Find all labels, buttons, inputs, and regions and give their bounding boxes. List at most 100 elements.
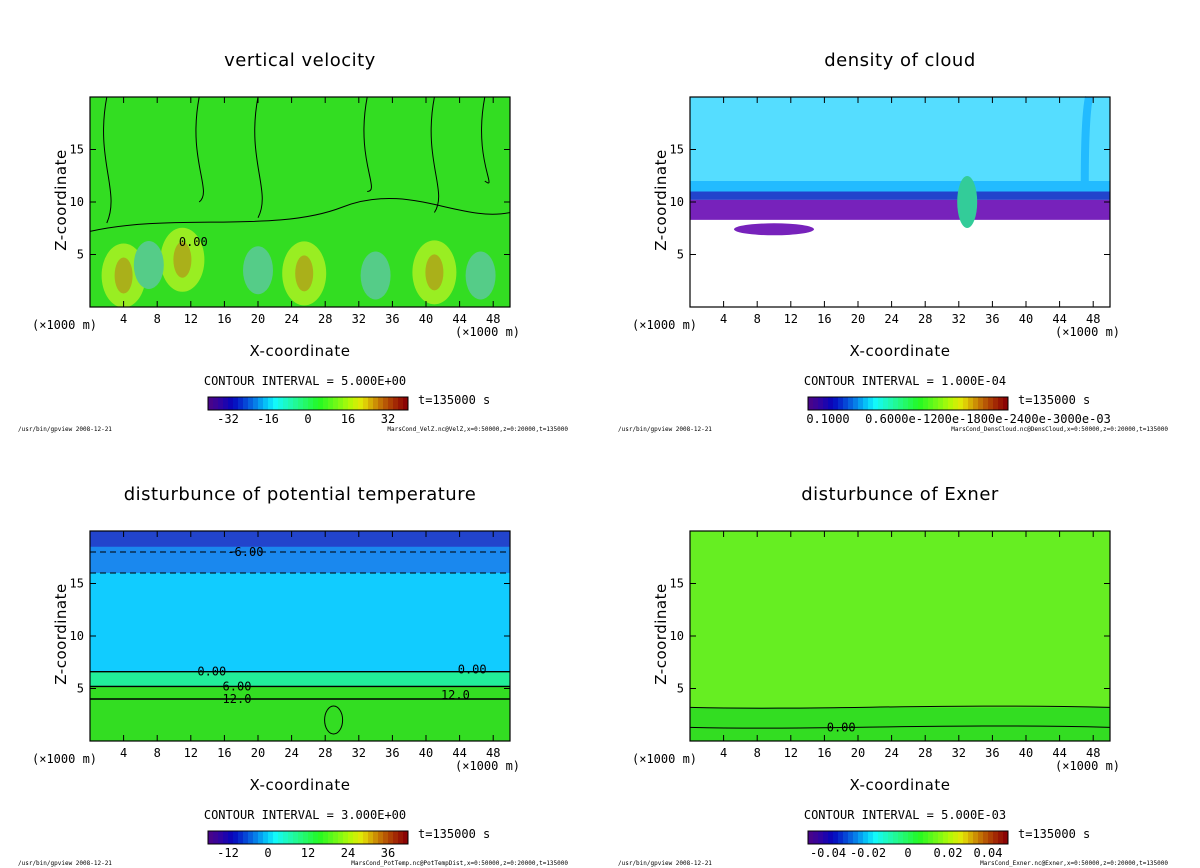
- colorbar-tick-label: 0: [904, 846, 911, 860]
- x-tick-label: 8: [154, 312, 161, 326]
- updraft-core: [425, 254, 444, 291]
- x-tick-label: 4: [120, 746, 127, 760]
- colorbar-tick-label: 0: [304, 412, 311, 426]
- colorbar-cell: [998, 397, 1004, 410]
- colorbar-cell: [953, 831, 959, 844]
- colorbar-cell: [348, 397, 354, 410]
- colorbar-cell: [973, 831, 979, 844]
- time-label: t=135000 s: [1018, 827, 1091, 841]
- colorbar-frame: [207, 396, 409, 411]
- x-tick-label: 12: [784, 312, 798, 326]
- colorbar-cell: [898, 831, 904, 844]
- colorbar-cell: [353, 831, 359, 844]
- x-unit-left: (×1000 m): [632, 318, 698, 332]
- x-tick-label: 16: [217, 312, 231, 326]
- colorbar-cell: [893, 397, 899, 410]
- colorbar-cell: [303, 831, 309, 844]
- y-tick-label: 15: [670, 577, 684, 591]
- colorbar-cell: [363, 397, 369, 410]
- colorbar-cell: [928, 831, 934, 844]
- colorbar-cell: [223, 397, 229, 410]
- x-tick-label: 28: [918, 312, 932, 326]
- contour-label: 0.00: [197, 665, 226, 679]
- colorbar-cell: [308, 397, 314, 410]
- colorbar-cell: [323, 831, 329, 844]
- colorbar-cell: [873, 397, 879, 410]
- colorbar-cell: [863, 397, 869, 410]
- colorbar-cell: [328, 831, 334, 844]
- colorbar-cell: [263, 397, 269, 410]
- colorbar-cell: [343, 831, 349, 844]
- x-tick-label: 16: [217, 746, 231, 760]
- x-tick-label: 24: [884, 312, 898, 326]
- colorbar-cell: [318, 831, 324, 844]
- colorbar-cell: [308, 831, 314, 844]
- colorbar-cell: [853, 831, 859, 844]
- x-tick-label: 20: [851, 746, 865, 760]
- colorbar-cell: [933, 831, 939, 844]
- colorbar-cell: [398, 397, 404, 410]
- x-axis-label: X-coordinate: [849, 776, 951, 794]
- colorbar-tick-label: 0.1000: [806, 412, 849, 426]
- contour-line: [103, 96, 112, 224]
- x-tick-label: 48: [1086, 312, 1100, 326]
- x-unit-left: (×1000 m): [32, 318, 98, 332]
- colorbar-cell: [858, 831, 864, 844]
- colorbar-cell: [388, 831, 394, 844]
- x-tick-label: 36: [385, 746, 399, 760]
- contour-label: 12.0: [441, 688, 470, 702]
- x-tick-label: 28: [318, 746, 332, 760]
- panel-exner: 4 8 12 16 20 24 28 32 36 40 44 48 5 10 15 0.00 -0.04 -0.0…: [600, 434, 1200, 868]
- y-tick-label: 15: [70, 577, 84, 591]
- y-axis-label: Z-coordinate: [52, 583, 70, 685]
- contour-line: [254, 96, 263, 218]
- cloud-upper: [690, 97, 1110, 192]
- x-tick-label: 24: [884, 746, 898, 760]
- colorbar-cell: [883, 397, 889, 410]
- colorbar-cell: [873, 831, 879, 844]
- colorbar-tick-label: 12: [301, 846, 315, 860]
- colorbar-cell: [808, 397, 814, 410]
- colorbar-cell: [903, 397, 909, 410]
- y-tick-label: 10: [670, 195, 684, 209]
- colorbar-cell: [918, 397, 924, 410]
- chart-title: density of cloud: [824, 50, 976, 71]
- colorbar-cell: [813, 397, 819, 410]
- colorbar-cell: [888, 397, 894, 410]
- colorbar-tick-label: -16: [257, 412, 279, 426]
- x-tick-label: 40: [419, 746, 433, 760]
- colorbar-cell: [293, 831, 299, 844]
- colorbar-cell: [208, 397, 214, 410]
- colorbar-cell: [858, 397, 864, 410]
- colorbar-cell: [963, 831, 969, 844]
- colorbar-tick-label: 36: [381, 846, 395, 860]
- colorbar-cell: [388, 397, 394, 410]
- colorbar-cell: [243, 831, 249, 844]
- colorbar-cell: [273, 397, 279, 410]
- x-tick-label: 4: [720, 746, 727, 760]
- colorbar-cell: [358, 397, 364, 410]
- chart-title: disturbunce of Exner: [801, 484, 999, 505]
- contour-interval: CONTOUR INTERVAL = 1.000E-04: [803, 374, 1007, 388]
- colorbar-cell: [968, 831, 974, 844]
- colorbar-cell: [368, 397, 374, 410]
- colorbar-cell: [953, 397, 959, 410]
- colorbar-cell: [988, 397, 994, 410]
- colorbar-cell: [898, 397, 904, 410]
- colorbar-tick-label: -0.02: [850, 846, 886, 860]
- x-tick-label: 28: [318, 312, 332, 326]
- colorbar-cell: [843, 397, 849, 410]
- colorbar-cell: [213, 397, 219, 410]
- colorbar-cell: [363, 831, 369, 844]
- contour-line: [689, 725, 1111, 729]
- y-tick-label: 10: [70, 195, 84, 209]
- colorbar-cell: [293, 397, 299, 410]
- colorbar-cell: [343, 397, 349, 410]
- panel-potential-temperature: 4 8 12 16 20 24 28 32 36 40 44 48 5 10 15 -6.00 0.00 0.00…: [0, 434, 600, 868]
- colorbar-cell: [403, 831, 409, 844]
- colorbar-cell: [933, 397, 939, 410]
- colorbar-cell: [378, 831, 384, 844]
